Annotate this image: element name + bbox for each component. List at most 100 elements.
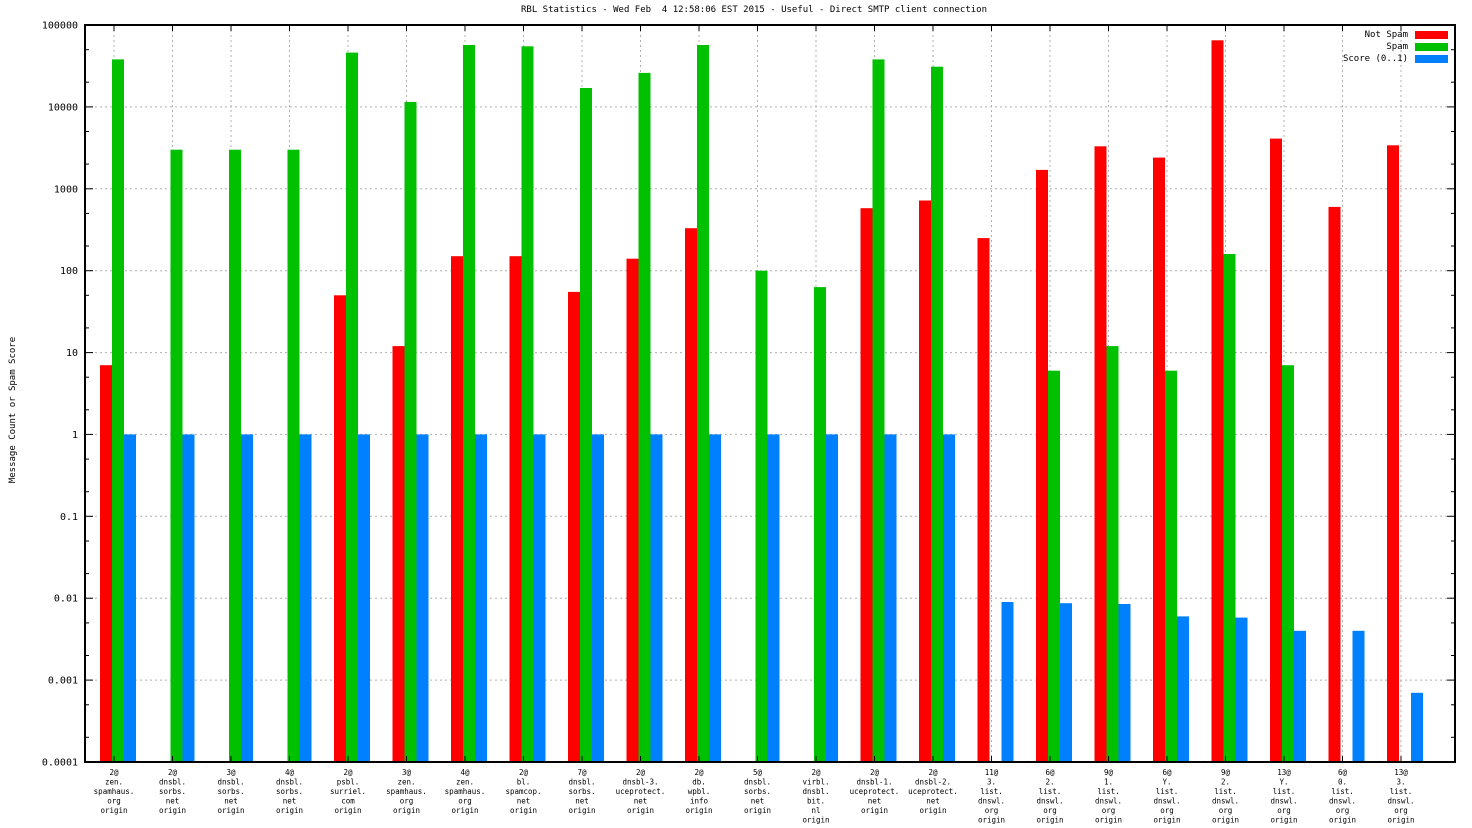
bar-score-22 xyxy=(1411,692,1423,762)
x-tick-label: net xyxy=(868,797,882,806)
x-tick-label: org xyxy=(107,797,121,806)
x-tick-label: dnswl. xyxy=(1270,797,1297,806)
x-tick-label: 3. xyxy=(1396,778,1405,787)
bar-not-spam-16 xyxy=(1036,169,1048,762)
bar-spam-11 xyxy=(755,270,768,762)
x-tick-label: org xyxy=(1219,806,1233,815)
x-tick-label: org xyxy=(1160,806,1174,815)
x-tick-label: surriel. xyxy=(330,787,366,796)
bar-score-16 xyxy=(1060,603,1072,762)
bar-spam-4 xyxy=(346,52,358,763)
bar-spam-10 xyxy=(697,45,709,762)
x-tick-label: dnsbl. xyxy=(802,787,829,796)
x-tick-label: list. xyxy=(1156,787,1179,796)
bar-score-8 xyxy=(592,434,604,762)
bar-spam-5 xyxy=(404,101,417,762)
x-tick-label: origin xyxy=(1270,816,1297,825)
y-axis-label: Message Count or Spam Score xyxy=(8,336,18,484)
bar-spam-1 xyxy=(170,149,183,762)
bar-score-0 xyxy=(124,434,136,762)
bar-not-spam-17 xyxy=(1094,146,1107,763)
bar-score-18 xyxy=(1177,616,1189,762)
y-tick-label-0.001: 0.001 xyxy=(48,676,78,687)
bar-score-6 xyxy=(475,434,487,762)
x-tick-label: com xyxy=(341,797,355,806)
bar-score-2 xyxy=(241,434,253,762)
x-tick-label: origin xyxy=(978,816,1005,825)
x-tick-label: sorbs. xyxy=(568,787,595,796)
y-tick-label-10000: 10000 xyxy=(48,102,78,113)
x-tick-label: origin xyxy=(627,806,654,815)
x-tick-label: list. xyxy=(1331,787,1354,796)
x-tick-label: sorbs. xyxy=(276,787,303,796)
x-tick-label: 4@ xyxy=(460,768,470,777)
x-tick-label: 3. xyxy=(987,778,996,787)
legend-swatch-not-spam xyxy=(1415,31,1448,39)
x-tick-label: 2@ xyxy=(343,768,353,777)
bar-spam-0 xyxy=(112,59,124,762)
x-tick-label: origin xyxy=(1095,816,1122,825)
x-tick-label: origin xyxy=(393,806,420,815)
x-tick-label: origin xyxy=(159,806,186,815)
x-tick-label: zen. xyxy=(456,778,474,787)
x-tick-label: list. xyxy=(1214,787,1237,796)
x-tick-label: info xyxy=(690,797,709,806)
bar-not-spam-10 xyxy=(685,228,697,762)
x-tick-label: list. xyxy=(980,787,1003,796)
x-tick-label: origin xyxy=(1387,816,1414,825)
bar-not-spam-8 xyxy=(568,291,580,762)
x-tick-label: dnswl. xyxy=(1329,797,1356,806)
x-tick-label: sorbs. xyxy=(159,787,186,796)
bar-not-spam-20 xyxy=(1270,138,1282,763)
bar-spam-14 xyxy=(931,66,943,762)
x-tick-label: virbl. xyxy=(802,778,829,787)
legend-item-score: Score (0..1) xyxy=(1343,53,1448,65)
x-tick-label: 0. xyxy=(1338,778,1347,787)
x-tick-label: org xyxy=(1336,806,1350,815)
bar-not-spam-13 xyxy=(860,208,873,762)
x-tick-label: origin xyxy=(334,806,361,815)
bar-spam-13 xyxy=(872,59,885,762)
x-tick-label: 2@ xyxy=(870,768,880,777)
x-tick-label: net xyxy=(926,797,940,806)
x-tick-label: origin xyxy=(1153,816,1180,825)
bar-score-9 xyxy=(650,434,663,762)
x-tick-label: 2@ xyxy=(168,768,178,777)
y-tick-label-0.01: 0.01 xyxy=(54,594,78,605)
legend-label-score: Score (0..1) xyxy=(1342,54,1408,64)
y-tick-label-0.0001: 0.0001 xyxy=(42,758,78,769)
x-tick-label: 2@ xyxy=(811,768,821,777)
bar-not-spam-9 xyxy=(626,258,639,762)
bar-spam-20 xyxy=(1282,365,1294,762)
x-tick-label: net xyxy=(634,797,648,806)
bar-not-spam-5 xyxy=(392,346,405,762)
x-tick-label: 2. xyxy=(1221,778,1230,787)
x-tick-label: 2@ xyxy=(519,768,529,777)
legend-item-spam: Spam xyxy=(1343,41,1448,53)
x-tick-label: dnswl. xyxy=(1036,797,1063,806)
x-tick-label: dnswl. xyxy=(1212,797,1239,806)
x-tick-label: 2@ xyxy=(694,768,704,777)
y-tick-label-1: 1 xyxy=(72,430,78,441)
x-tick-label: 2@ xyxy=(928,768,938,777)
x-tick-label: list. xyxy=(1273,787,1296,796)
legend-label-spam: Spam xyxy=(1386,42,1408,52)
bar-score-3 xyxy=(299,434,312,762)
x-tick-label: 9@ xyxy=(1104,768,1114,777)
x-tick-label: 1. xyxy=(1104,778,1113,787)
bar-spam-18 xyxy=(1165,370,1177,762)
bar-not-spam-7 xyxy=(509,256,522,762)
bar-not-spam-14 xyxy=(919,200,931,762)
bar-spam-9 xyxy=(638,72,651,762)
x-tick-label: origin xyxy=(685,806,712,815)
bar-score-4 xyxy=(358,434,370,762)
bar-not-spam-0 xyxy=(100,365,112,762)
bar-spam-19 xyxy=(1223,254,1236,762)
x-tick-label: org xyxy=(985,806,999,815)
y-axis-ticks: 0.0001 0.001 0.01 0.1 1 10 100 1000 10000 100000 xyxy=(42,21,1455,769)
bar-not-spam-22 xyxy=(1387,145,1399,763)
x-tick-label: origin xyxy=(451,806,478,815)
bar-spam-3 xyxy=(287,149,300,762)
x-tick-label: dnsbl. xyxy=(217,778,244,787)
x-tick-label: 2@ xyxy=(109,768,119,777)
